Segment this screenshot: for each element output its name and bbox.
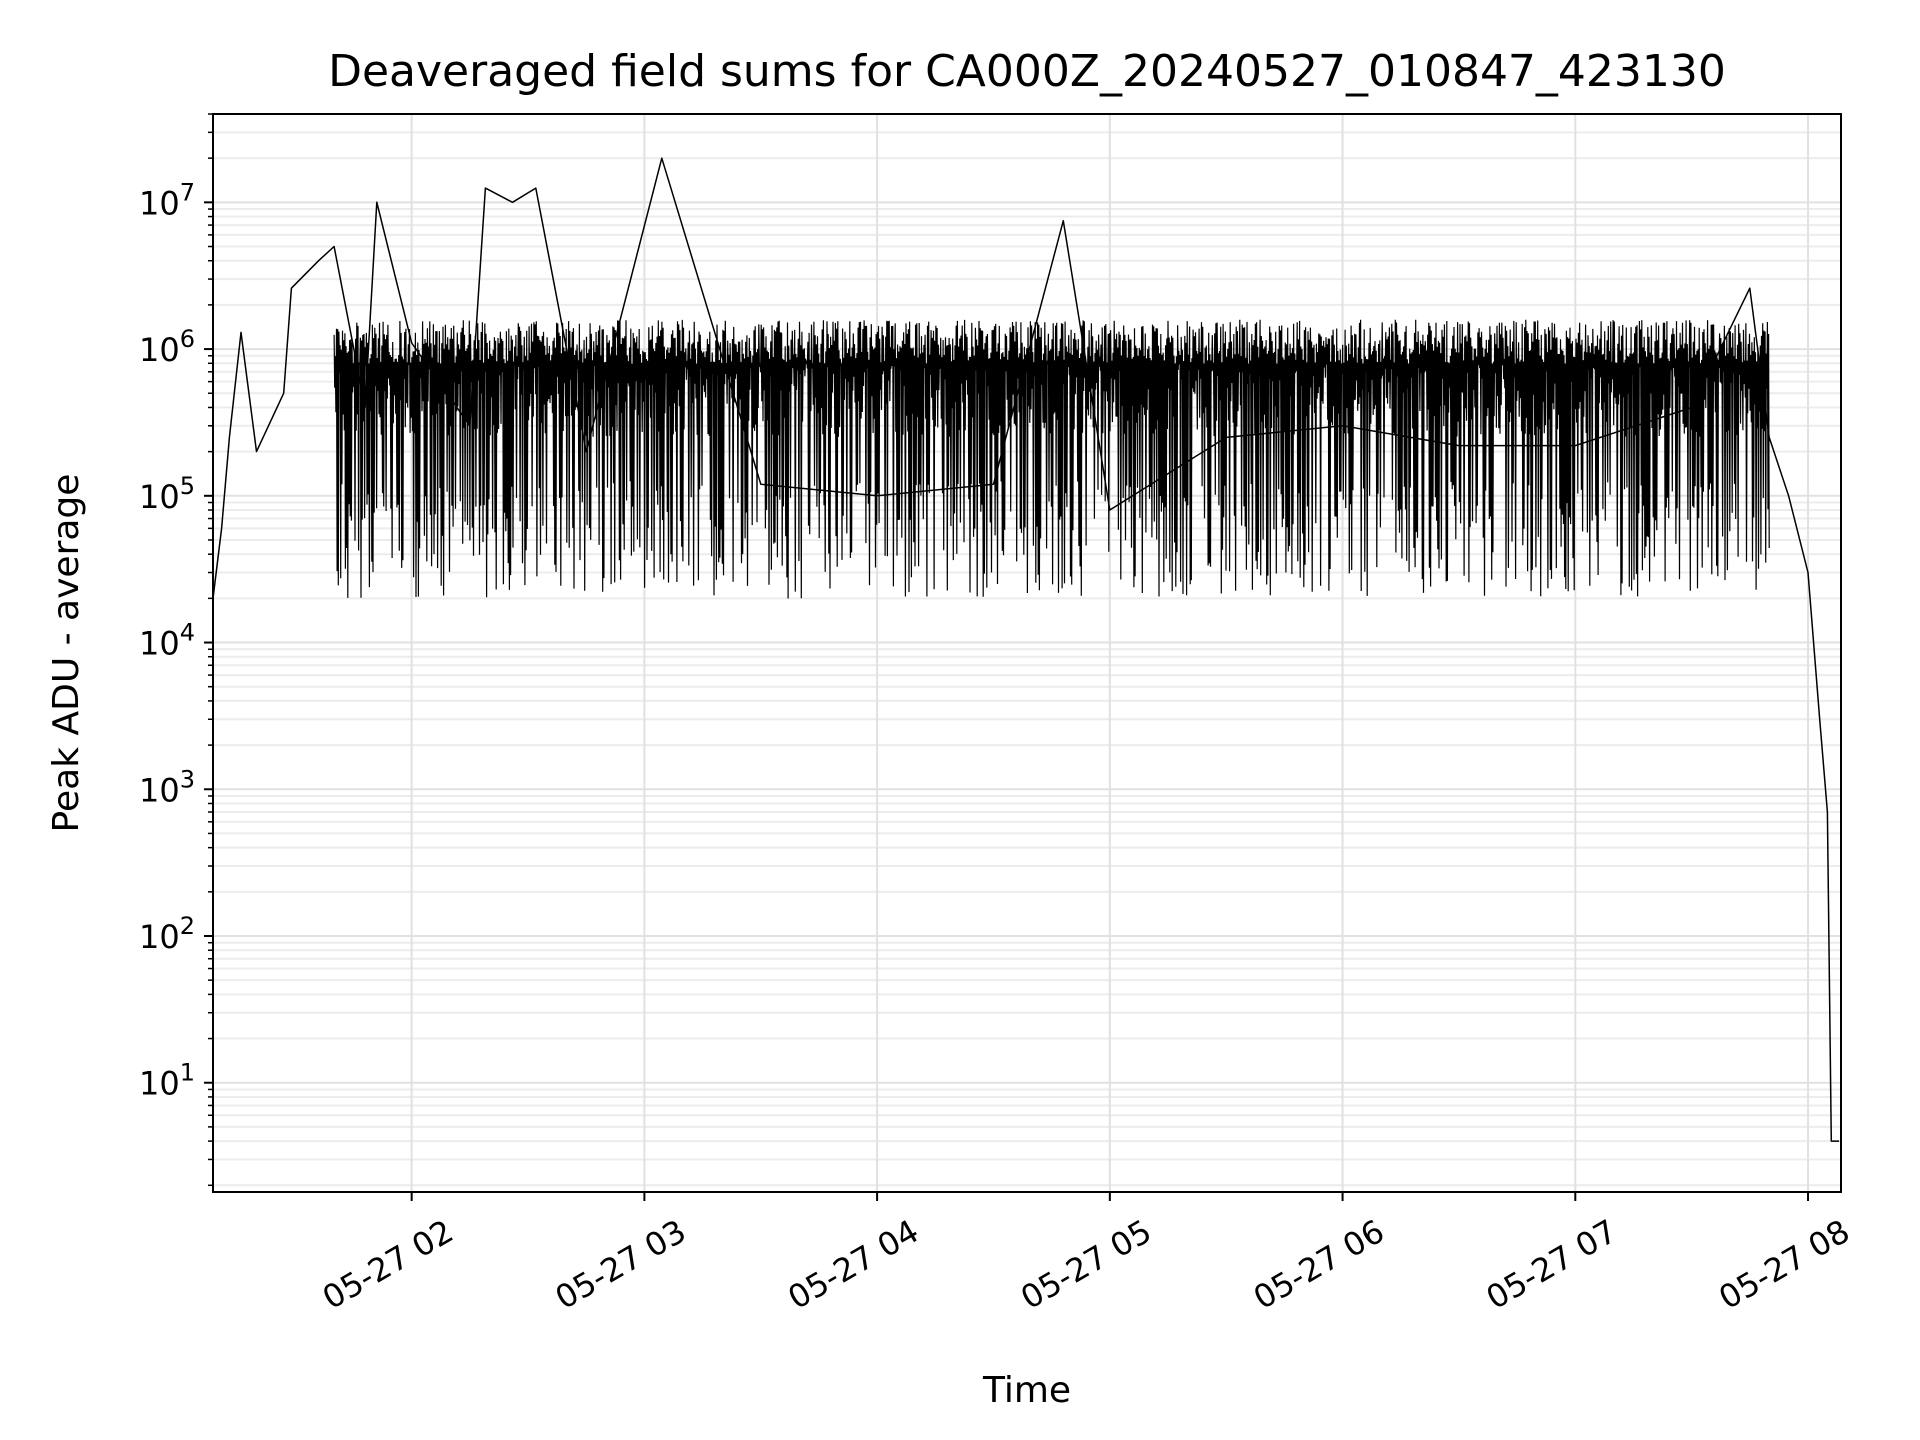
y-tick-label: 104 [139, 619, 195, 663]
series-line-dense [333, 319, 1770, 599]
y-tick-label: 106 [139, 325, 195, 369]
y-axis-label: Peak ADU - average [46, 474, 87, 833]
plot-data [212, 157, 1840, 1142]
y-tick-label: 107 [139, 178, 195, 222]
plot-frame [212, 113, 1842, 1193]
y-tick-label: 103 [139, 765, 195, 809]
x-axis-label: Time [982, 1370, 1071, 1411]
grid [213, 113, 1841, 1192]
chart-title: Deaveraged field sums for CA000Z_2024052… [328, 46, 1726, 97]
y-tick-label: 101 [139, 1059, 195, 1103]
y-tick-label: 105 [139, 472, 195, 516]
series-line [212, 157, 1840, 1142]
y-tick-label: 102 [139, 912, 195, 956]
